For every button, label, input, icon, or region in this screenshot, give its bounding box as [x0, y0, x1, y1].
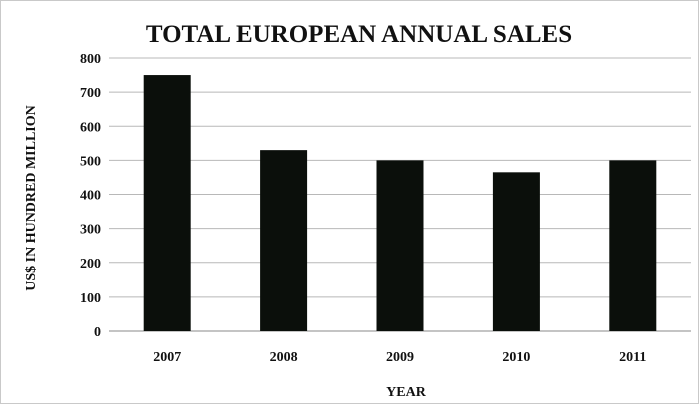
bar-2011: [609, 160, 657, 331]
y-axis-title: US$ IN HUNDRED MILLION: [24, 105, 39, 291]
bar-2007: [143, 75, 191, 331]
x-axis-title: YEAR: [386, 385, 427, 400]
bars: [143, 75, 657, 331]
x-tick-label: 2007: [153, 350, 181, 365]
y-tick-label: 700: [80, 86, 101, 101]
y-tick-label: 200: [80, 257, 101, 272]
x-tick-label: 2011: [619, 350, 646, 365]
chart-title: TOTAL EUROPEAN ANNUAL SALES: [146, 21, 572, 48]
y-tick-label: 500: [80, 154, 101, 169]
x-tick-label: 2009: [386, 350, 414, 365]
y-tick-label: 600: [80, 120, 101, 135]
bar-2010: [492, 172, 540, 331]
x-axis-ticks: 2007 2008 2009 2010 2011: [153, 350, 646, 365]
y-tick-label: 400: [80, 189, 101, 204]
y-tick-label: 300: [80, 223, 101, 238]
y-tick-label: 0: [94, 325, 101, 340]
y-axis-ticks: 0 100 200 300 400 500 600 700 800: [80, 52, 101, 340]
x-tick-label: 2008: [270, 350, 298, 365]
x-tick-label: 2010: [502, 350, 530, 365]
y-tick-label: 800: [80, 52, 101, 67]
y-tick-label: 100: [80, 291, 101, 306]
bar-2009: [376, 160, 424, 331]
bar-2008: [260, 150, 308, 331]
